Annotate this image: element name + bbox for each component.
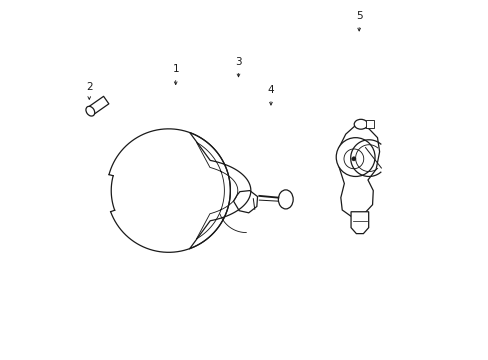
Text: 2: 2 xyxy=(86,82,92,92)
Ellipse shape xyxy=(86,106,95,116)
Text: 1: 1 xyxy=(172,64,179,74)
Polygon shape xyxy=(233,190,257,213)
Ellipse shape xyxy=(278,190,293,209)
Polygon shape xyxy=(87,96,109,115)
Circle shape xyxy=(351,157,355,161)
Text: 4: 4 xyxy=(267,85,274,95)
Text: 3: 3 xyxy=(235,57,242,67)
FancyBboxPatch shape xyxy=(365,120,374,128)
Polygon shape xyxy=(338,125,379,217)
Text: 5: 5 xyxy=(355,11,362,21)
Polygon shape xyxy=(350,212,368,234)
Ellipse shape xyxy=(353,119,367,129)
Circle shape xyxy=(336,138,374,176)
